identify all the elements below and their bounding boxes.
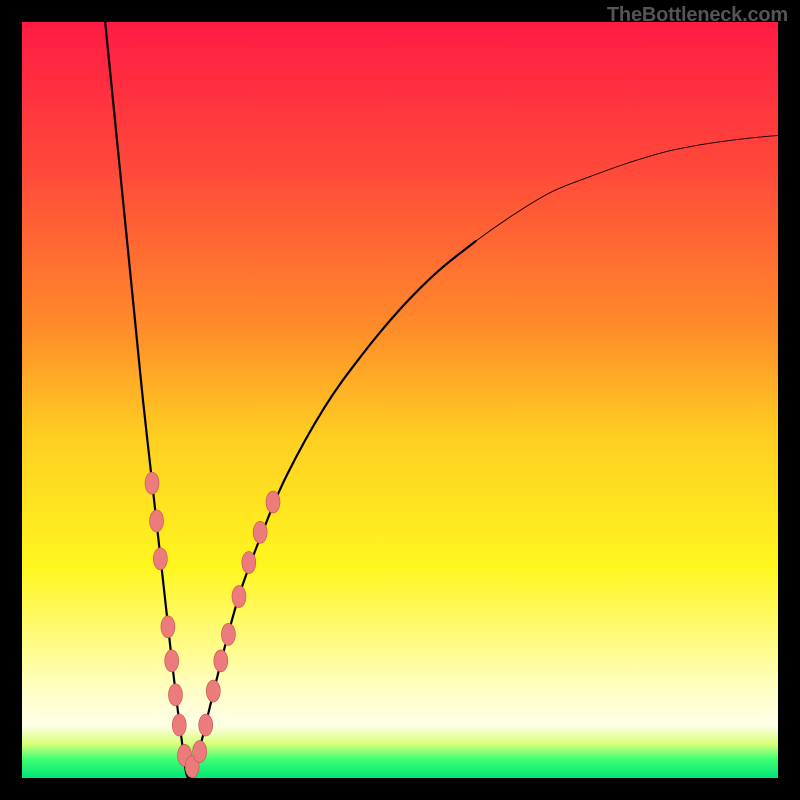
bottleneck-chart — [0, 0, 800, 800]
data-marker — [214, 650, 228, 672]
chart-container: TheBottleneck.com — [0, 0, 800, 800]
data-marker — [253, 521, 267, 543]
watermark-text: TheBottleneck.com — [607, 4, 788, 27]
data-marker — [165, 650, 179, 672]
data-marker — [232, 586, 246, 608]
data-marker — [193, 741, 207, 763]
data-marker — [168, 684, 182, 706]
data-marker — [266, 491, 280, 513]
data-marker — [199, 714, 213, 736]
data-marker — [145, 472, 159, 494]
data-marker — [221, 623, 235, 645]
data-marker — [150, 510, 164, 532]
data-marker — [161, 616, 175, 638]
data-marker — [206, 680, 220, 702]
data-marker — [242, 552, 256, 574]
data-marker — [172, 714, 186, 736]
chart-plot-area — [22, 22, 778, 778]
data-marker — [153, 548, 167, 570]
